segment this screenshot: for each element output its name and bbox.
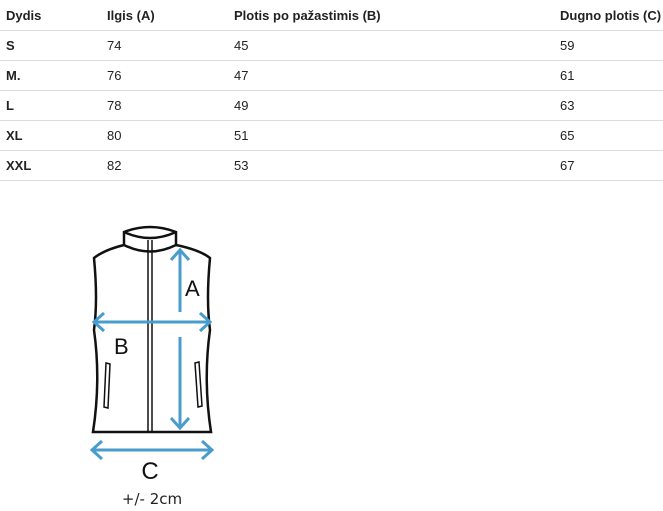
table-row: XXL 82 53 67 (0, 150, 663, 181)
length-cell: 80 (107, 128, 122, 143)
label-b: B (114, 334, 129, 359)
vest-outline (91, 225, 213, 434)
chest-width-cell: 51 (234, 128, 249, 143)
header-bottom-width: Dugno plotis (C) (560, 8, 662, 23)
bottom-width-cell: 67 (560, 158, 575, 173)
size-cell: XXL (6, 158, 32, 173)
header-size: Dydis (6, 8, 42, 23)
bottom-width-cell: 59 (560, 38, 575, 53)
size-cell: S (6, 38, 15, 53)
size-cell: L (6, 98, 14, 113)
label-a: A (185, 276, 200, 301)
bottom-width-cell: 65 (560, 128, 575, 143)
table-row: XL 80 51 65 (0, 120, 663, 151)
label-c: C (141, 458, 158, 485)
size-cell: XL (6, 128, 23, 143)
tolerance-note: +/- 2cm (122, 490, 182, 508)
measure-arrows (89, 247, 215, 461)
chest-width-cell: 49 (234, 98, 249, 113)
bottom-width-cell: 61 (560, 68, 575, 83)
bottom-width-cell: 63 (560, 98, 575, 113)
chest-width-cell: 53 (234, 158, 249, 173)
length-cell: 78 (107, 98, 122, 113)
chest-width-cell: 45 (234, 38, 249, 53)
header-chest-width: Plotis po pažastimis (B) (234, 8, 381, 23)
table-row: S 74 45 59 (0, 30, 663, 61)
length-cell: 76 (107, 68, 122, 83)
length-cell: 74 (107, 38, 122, 53)
table-row: L 78 49 63 (0, 90, 663, 121)
header-length: Ilgis (A) (107, 8, 155, 23)
table-header: Dydis Ilgis (A) Plotis po pažastimis (B)… (0, 0, 663, 31)
size-cell: M. (6, 68, 21, 83)
table-row: M. 76 47 61 (0, 60, 663, 91)
length-cell: 82 (107, 158, 122, 173)
chest-width-cell: 47 (234, 68, 249, 83)
